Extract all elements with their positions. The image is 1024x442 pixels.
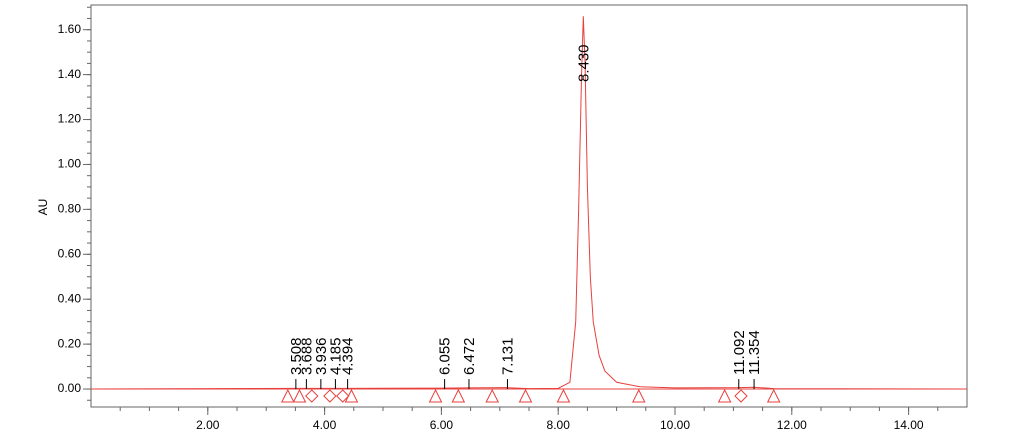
y-tick-label: 1.00 — [58, 157, 82, 171]
x-tick-label: 14.00 — [894, 418, 924, 432]
y-tick-label: 0.60 — [58, 246, 82, 260]
peak-label: 4.394 — [340, 337, 357, 375]
peak-label: 8.430 — [575, 44, 592, 82]
x-tick-label: 8.00 — [547, 418, 571, 432]
peak-marker — [335, 389, 350, 403]
x-tick-label: 2.00 — [196, 418, 220, 432]
x-tick-label: 10.00 — [660, 418, 690, 432]
peak-label: 3.688 — [298, 337, 315, 375]
peak-marker — [280, 388, 295, 403]
y-tick-label: 1.40 — [58, 67, 82, 81]
peak-marker — [344, 388, 359, 403]
x-tick-label: 6.00 — [430, 418, 454, 432]
y-tick-label: 1.20 — [58, 112, 82, 126]
peak-marker — [451, 388, 466, 403]
peak-marker — [631, 388, 646, 403]
peak-marker — [292, 388, 307, 403]
peak-marker — [766, 388, 781, 403]
peak-label: 7.131 — [499, 337, 516, 375]
peak-label: 3.508 — [288, 337, 305, 375]
y-tick-label: 0.40 — [58, 291, 82, 305]
y-tick-label: 0.20 — [58, 336, 82, 350]
peak-label: 3.936 — [313, 337, 330, 375]
peak-label: 11.092 — [731, 330, 748, 375]
peak-label: 11.354 — [746, 330, 763, 375]
peak-label: 6.472 — [461, 337, 478, 375]
plot-frame — [90, 4, 968, 408]
y-tick-label: 0.80 — [58, 202, 82, 216]
peak-label: 4.185 — [327, 337, 344, 375]
peak-marker — [518, 388, 533, 403]
peak-marker — [305, 389, 319, 403]
y-tick-label: 0.00 — [58, 381, 82, 395]
y-tick-label: 1.60 — [58, 22, 82, 36]
x-tick-label: 4.00 — [313, 418, 337, 432]
y-axis-title: AU — [36, 199, 50, 216]
peak-marker — [734, 389, 748, 403]
peak-marker — [428, 388, 443, 403]
peak-label: 6.055 — [437, 337, 454, 375]
x-tick-label: 12.00 — [777, 418, 807, 432]
peak-marker — [485, 388, 500, 403]
peak-marker — [717, 388, 732, 403]
peak-marker — [556, 388, 571, 403]
peak-marker — [323, 389, 337, 403]
trace — [90, 16, 968, 390]
